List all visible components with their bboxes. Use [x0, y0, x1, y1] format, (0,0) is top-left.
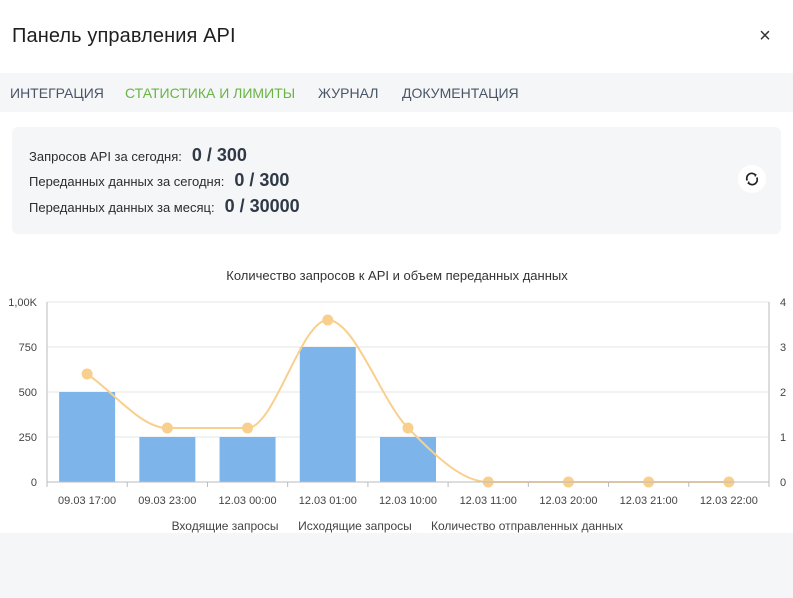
stat-value: 0 / 300: [234, 170, 290, 190]
dialog-title: Панель управления API: [12, 25, 236, 47]
legend-incoming[interactable]: Входящие запросы: [172, 519, 279, 533]
y-tick-label-left: 500: [19, 387, 37, 399]
close-icon[interactable]: ×: [759, 25, 771, 47]
bar-incoming: [59, 392, 116, 482]
point-data-sent: [322, 314, 334, 326]
bar-incoming: [380, 437, 436, 482]
y-tick-label-left: 250: [19, 432, 37, 444]
point-data-sent: [242, 422, 254, 434]
x-tick-label: 12.03 00:00: [218, 495, 276, 507]
stat-requests-today: Запросов API за сегодня: 0 / 300: [29, 145, 247, 166]
y-tick-label-left: 0: [31, 477, 37, 489]
legend-outgoing[interactable]: Исходящие запросы: [298, 519, 412, 533]
tab-journal[interactable]: ЖУРНАЛ: [318, 85, 379, 101]
stat-label: Запросов API за сегодня:: [29, 149, 182, 164]
y-tick-label-right: 1: [780, 432, 786, 444]
stat-label: Переданных данных за сегодня:: [29, 174, 225, 189]
x-tick-label: 12.03 10:00: [379, 495, 437, 507]
tab-documentation[interactable]: ДОКУМЕНТАЦИЯ: [402, 85, 519, 101]
x-tick-label: 09.03 23:00: [138, 495, 196, 507]
x-tick-label: 12.03 20:00: [539, 495, 597, 507]
chart-container: Количество запросов к API и объем переда…: [0, 255, 793, 533]
dialog-header: Панель управления API ×: [0, 0, 793, 73]
stat-data-today: Переданных данных за сегодня: 0 / 300: [29, 170, 289, 191]
x-tick-label: 09.03 17:00: [58, 495, 116, 507]
tab-bar: ИНТЕГРАЦИЯ СТАТИСТИКА И ЛИМИТЫ ЖУРНАЛ ДО…: [0, 73, 793, 112]
y-tick-label-right: 3: [780, 342, 786, 354]
tab-stats-limits[interactable]: СТАТИСТИКА И ЛИМИТЫ: [125, 85, 296, 101]
stat-value: 0 / 30000: [224, 196, 300, 216]
bar-incoming: [299, 347, 356, 482]
x-tick-label: 12.03 11:00: [460, 495, 517, 507]
y-tick-label-left: 750: [19, 342, 37, 354]
legend-data-sent[interactable]: Количество отправленных данных: [431, 519, 623, 533]
bar-incoming: [219, 437, 276, 482]
point-data-sent: [402, 422, 414, 434]
y-tick-label-right: 0: [780, 477, 786, 489]
point-data-sent: [161, 422, 173, 434]
y-tick-label-right: 4: [780, 297, 786, 309]
x-tick-label: 12.03 01:00: [299, 495, 357, 507]
chart-title: Количество запросов к API и объем переда…: [226, 268, 568, 283]
tab-integration[interactable]: ИНТЕГРАЦИЯ: [10, 85, 104, 101]
refresh-icon: [745, 172, 759, 186]
stat-label: Переданных данных за месяц:: [29, 200, 215, 215]
stats-panel: Запросов API за сегодня: 0 / 300 Передан…: [12, 127, 781, 234]
point-data-sent: [81, 368, 93, 380]
dialog-footer: [0, 533, 793, 598]
stat-data-month: Переданных данных за месяц: 0 / 30000: [29, 196, 300, 217]
x-tick-label: 12.03 22:00: [700, 495, 758, 507]
requests-chart: Количество запросов к API и объем переда…: [8, 268, 786, 533]
refresh-button[interactable]: [738, 165, 766, 193]
bar-incoming: [139, 437, 196, 482]
y-tick-label-right: 2: [780, 387, 786, 399]
stat-value: 0 / 300: [191, 145, 247, 165]
x-tick-label: 12.03 21:00: [620, 495, 678, 507]
y-tick-label-left: 1,00K: [8, 297, 37, 309]
